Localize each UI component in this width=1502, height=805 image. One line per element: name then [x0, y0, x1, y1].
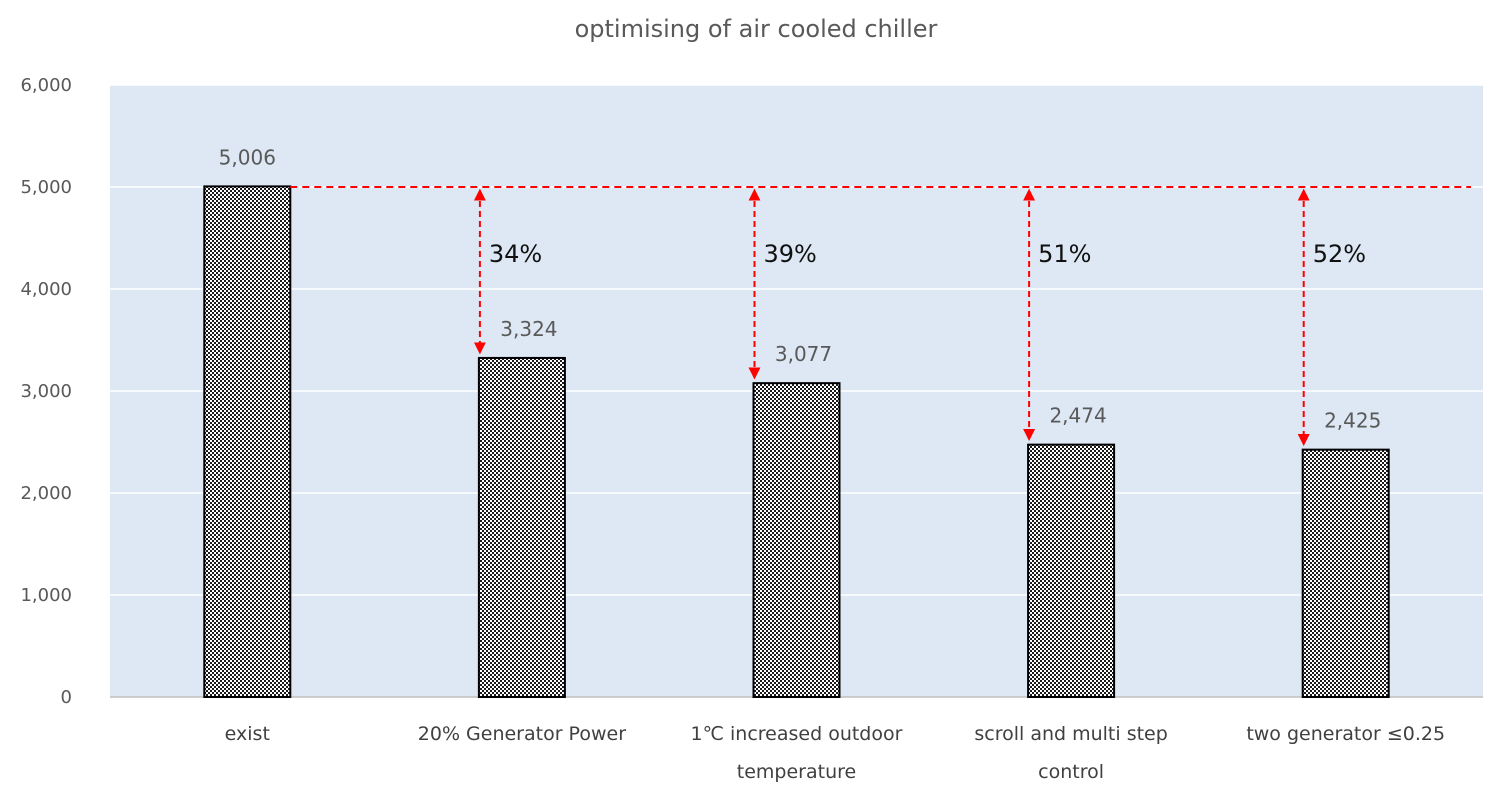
y-axis: 0 1,000 2,000 3,000 4,000 5,000 6,000	[20, 75, 72, 708]
data-label: 3,324	[500, 317, 557, 341]
bar	[752, 382, 841, 698]
chart-title: optimising of air cooled chiller	[575, 15, 938, 43]
y-tick-label: 2,000	[20, 483, 72, 504]
bar	[203, 185, 292, 698]
data-label: 3,077	[775, 342, 832, 366]
reduction-label: 51%	[1038, 240, 1091, 268]
y-tick-label: 5,000	[20, 177, 72, 198]
bar	[477, 356, 566, 698]
reduction-label: 34%	[489, 240, 542, 268]
reduction-label: 52%	[1313, 240, 1366, 268]
bar	[1027, 443, 1116, 699]
x-category-label: temperature	[737, 761, 856, 783]
x-category-label: two generator ≤0.25	[1246, 723, 1445, 745]
x-category-label: 20% Generator Power	[418, 723, 626, 745]
data-label: 5,006	[219, 145, 276, 169]
y-tick-label: 6,000	[20, 75, 72, 96]
reduction-arrows: 34% 39% 51% 52%	[473, 188, 1366, 447]
x-category-label: exist	[225, 723, 270, 745]
x-axis: exist 20% Generator Power 1℃ increased out…	[225, 723, 1445, 783]
y-tick-label: 1,000	[20, 585, 72, 606]
y-tick-label: 3,000	[20, 381, 72, 402]
data-labels: 5,006 3,324 3,077 2,474 2,425	[219, 145, 1382, 432]
bar	[1301, 448, 1390, 698]
data-label: 2,425	[1324, 409, 1381, 433]
y-tick-label: 0	[61, 687, 72, 708]
x-category-label: 1℃ increased outdoor	[691, 723, 903, 745]
y-tick-label: 4,000	[20, 279, 72, 300]
data-label: 2,474	[1049, 404, 1106, 428]
x-category-label: scroll and multi step	[974, 723, 1167, 745]
reduction-label: 39%	[764, 240, 817, 268]
bars	[203, 185, 1390, 699]
x-category-label: control	[1038, 761, 1104, 783]
